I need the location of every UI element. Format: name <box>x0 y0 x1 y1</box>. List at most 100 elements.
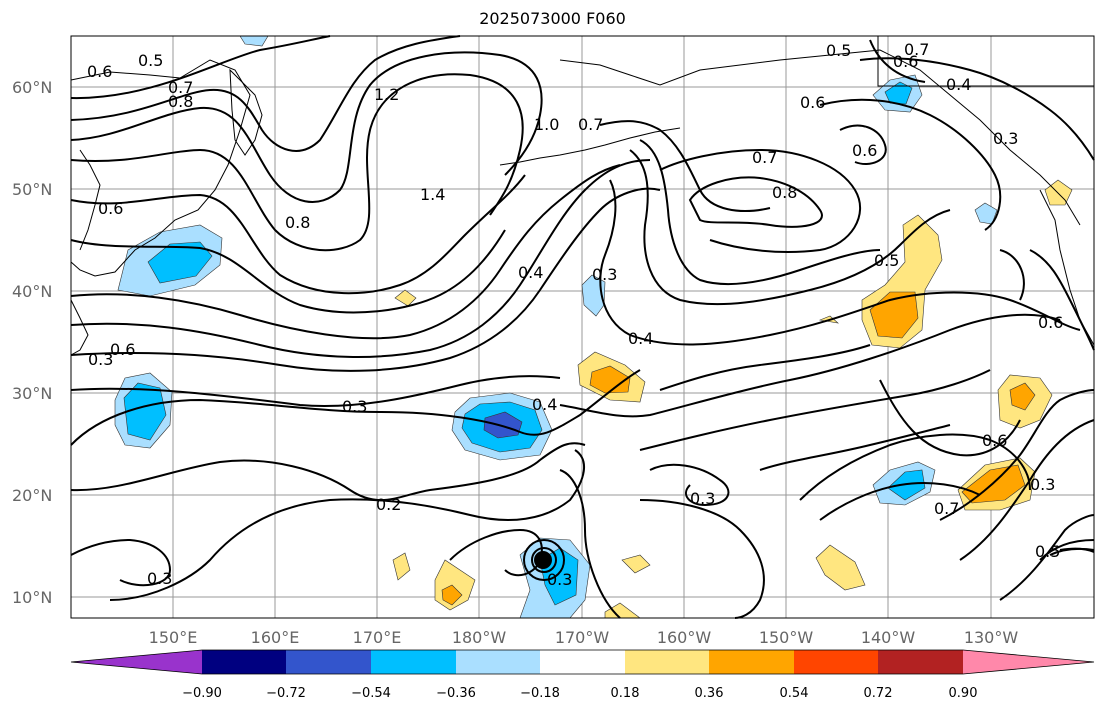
colorbar-segment <box>202 650 286 674</box>
coastline-japan <box>70 299 89 356</box>
contour-label: 0.3 <box>147 569 172 588</box>
shade-negative-54 <box>123 382 167 441</box>
contour-label: 0.3 <box>1030 475 1055 494</box>
contour-lines <box>70 35 1095 619</box>
coastline-kamchatka <box>229 68 263 156</box>
lon-label: 170°W <box>555 628 610 647</box>
lon-label: 150°E <box>149 628 198 647</box>
contour-label: 0.6 <box>98 199 123 218</box>
contour-label: 0.6 <box>87 62 112 81</box>
colorbar-segment <box>625 650 709 674</box>
colorbar-ticks: −0.90 −0.72 −0.54 −0.36 −0.18 0.18 0.36 … <box>182 686 977 701</box>
shade-positive-36 <box>1009 382 1036 411</box>
colorbar-tick: 0.72 <box>864 686 893 701</box>
colorbar-segment <box>709 650 794 674</box>
lon-label: 180°W <box>452 628 507 647</box>
shade-positive-18 <box>392 552 411 581</box>
colorbar-segment <box>963 650 1094 674</box>
contour-label: 0.3 <box>690 489 715 508</box>
contour-label: 1.4 <box>420 185 445 204</box>
colorbar-segment <box>371 650 456 674</box>
lon-label: 160°E <box>251 628 300 647</box>
contour-label: 0.7 <box>578 115 603 134</box>
center-marker-inner <box>531 547 557 573</box>
lat-label: 10°N <box>12 588 52 607</box>
map-title: 2025073000 F060 <box>479 9 626 28</box>
contour-label: 0.4 <box>628 329 653 348</box>
contour-label: 0.3 <box>342 397 367 416</box>
contour-label: 0.7 <box>904 40 929 59</box>
lon-label: 160°W <box>657 628 712 647</box>
contour-label: 0.3 <box>547 570 572 589</box>
tropical-center-dot <box>534 551 552 569</box>
coastline-kuril <box>79 149 101 251</box>
contour-label-group: 0.5 0.6 0.7 0.8 1.0 1.2 1.4 0.7 0.5 0.6 … <box>87 40 1063 589</box>
contour-label: 0.8 <box>168 92 193 111</box>
contour-label: 0.6 <box>110 340 135 359</box>
colorbar-tick: 0.90 <box>949 686 978 701</box>
colorbar-segment <box>71 650 202 674</box>
lat-label: 60°N <box>12 78 52 97</box>
contour-label: 1.2 <box>374 85 399 104</box>
lat-label: 40°N <box>12 282 52 301</box>
colorbar-tick: −0.90 <box>182 686 222 701</box>
colorbar-tick: 0.18 <box>611 686 640 701</box>
longitude-labels: 150°E 160°E 170°E 180°W 170°W 160°W 150°… <box>149 628 1019 647</box>
colorbar-tick: 0.36 <box>695 686 724 701</box>
contour-label: 0.5 <box>138 51 163 70</box>
colorbar-tick: −0.54 <box>351 686 391 701</box>
lat-label: 30°N <box>12 384 52 403</box>
colorbar-segment <box>456 650 540 674</box>
colorbar-segment <box>286 650 371 674</box>
contour-label: 0.4 <box>518 263 543 282</box>
shade-positive-18 <box>394 289 417 307</box>
colorbar-tick: −0.18 <box>520 686 560 701</box>
shade-positive-18 <box>621 554 651 574</box>
lat-label: 50°N <box>12 180 52 199</box>
shade-negative-36 <box>974 202 998 225</box>
shade-negative-72 <box>483 411 523 439</box>
lat-label: 20°N <box>12 486 52 505</box>
contour-label: 0.6 <box>852 141 877 160</box>
contour-label: 0.5 <box>874 251 899 270</box>
colorbar-outline <box>70 649 1095 675</box>
colorbar <box>70 649 1095 675</box>
contour-label: 0.6 <box>893 52 918 71</box>
colorbar-tick: 0.54 <box>780 686 809 701</box>
contour-label: 0.6 <box>1038 313 1063 332</box>
colorbar-segment <box>540 650 625 674</box>
contour-label: 0.7 <box>934 499 959 518</box>
lon-label: 170°E <box>353 628 402 647</box>
contour-label: 0.7 <box>752 148 777 167</box>
contour-label: 0.3 <box>993 129 1018 148</box>
contour-label: 0.5 <box>826 41 851 60</box>
shade-positive-18 <box>815 544 866 591</box>
contour-label: 0.3 <box>88 350 113 369</box>
contour-label: 0.8 <box>285 213 310 232</box>
inset-box <box>877 35 1095 87</box>
shade-positive-36 <box>441 584 463 606</box>
contour-label: 0.2 <box>376 495 401 514</box>
coastline-alaska <box>559 49 1081 226</box>
colorbar-tick: −0.72 <box>266 686 306 701</box>
colorbar-tick: −0.36 <box>436 686 476 701</box>
contour-label: 0.7 <box>168 78 193 97</box>
contour-label: 0.8 <box>772 183 797 202</box>
map-frame <box>70 35 1095 619</box>
contour-label: 0.6 <box>800 93 825 112</box>
lon-label: 140°W <box>861 628 916 647</box>
coastline-aleutians <box>499 127 681 166</box>
lon-label: 150°W <box>759 628 814 647</box>
colorbar-segment <box>794 650 878 674</box>
contour-label: 0.3 <box>592 265 617 284</box>
contour-label: 0.6 <box>982 431 1007 450</box>
lon-label: 130°W <box>964 628 1019 647</box>
center-marker-outer <box>523 539 565 581</box>
contour-label: 1.0 <box>534 115 559 134</box>
contour-label: 0.4 <box>946 75 971 94</box>
shade-negative-54 <box>147 241 213 284</box>
coastline-asia <box>70 59 251 277</box>
contour-label: 0.4 <box>532 395 557 414</box>
shade-positive-36 <box>589 365 631 394</box>
